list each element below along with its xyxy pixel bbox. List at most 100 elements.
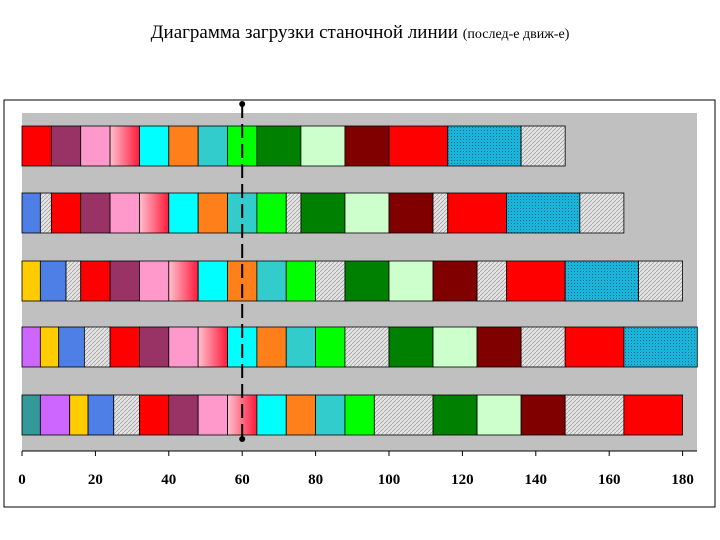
bar-segment-row5-5 [113,394,140,436]
x-tick-label: 60 [235,472,250,488]
bar-segment-row5-1 [21,394,41,436]
bar-segment-row1-12 [388,125,449,167]
bar-segment-row3-3 [65,260,82,302]
bar-segment-row5-14 [373,394,434,436]
bar-segment-row5-13 [344,394,375,436]
bar-segment-row5-8 [197,394,228,436]
x-tick-label: 40 [161,472,176,488]
bar-segment-row5-15 [432,394,478,436]
bar-segment-row3-14 [388,260,434,302]
bar-segment-row5-4 [87,394,115,436]
bar-segment-row4-7 [168,326,199,368]
chart-title: Диаграмма загрузки станочной линии (посл… [0,22,720,44]
bar-segment-row5-6 [139,394,170,436]
marker-bottom-handle[interactable] [239,436,246,442]
bar-segment-row3-1 [21,260,41,302]
bar-segment-row2-5 [109,192,140,234]
bar-segment-row4-11 [285,326,316,368]
x-axis-ticks: 0 20 40 60 80 100 120 140 160 180 [18,451,694,488]
bar-segment-row3-19 [638,260,683,302]
bar-segment-row4-19 [623,326,698,368]
bar-segment-row1-10 [300,125,346,167]
bar-segment-row4-3 [58,326,85,368]
bar-segment-row3-5 [109,260,140,302]
bar-segment-row2-6 [139,192,170,234]
bar-segment-row1-11 [344,125,390,167]
x-tick-label: 100 [378,472,401,488]
bar-segment-row1-1 [21,125,52,167]
bar-segment-row2-2 [39,192,52,234]
bar-segment-row4-8 [197,326,228,368]
bar-segment-row5-12 [315,394,346,436]
bar-segment-row3-18 [564,260,639,302]
bar-segment-row4-12 [315,326,346,368]
x-tick-label: 160 [598,472,621,488]
bar-segment-row2-7 [168,192,199,234]
bar-segment-row3-17 [506,260,566,302]
bar-segment-row1-5 [139,125,170,167]
bar-segment-row1-3 [80,125,111,167]
marker-top-handle[interactable] [239,101,246,107]
x-tick-label: 80 [308,472,323,488]
bar-segment-row2-12 [300,192,346,234]
bar-segment-row3-7 [168,260,199,302]
bar-segment-row2-18 [579,192,625,234]
bar-segment-row5-2 [39,394,71,436]
bar-segment-row4-5 [109,326,140,368]
x-tick-label: 180 [671,472,694,488]
marker-line-layer [239,101,246,442]
bar-segment-row4-2 [39,326,60,368]
bar-segment-row4-16 [476,326,522,368]
bars-layer [21,125,698,436]
bar-segment-row2-4 [80,192,111,234]
bar-segment-row3-12 [315,260,346,302]
bar-segment-row3-13 [344,260,390,302]
bar-segment-row1-4 [109,125,140,167]
x-tick-label: 120 [451,472,474,488]
bar-segment-row5-18 [564,394,625,436]
bar-segment-row4-4 [83,326,111,368]
bar-segment-row1-14 [520,125,566,167]
bar-segment-row2-16 [447,192,507,234]
bar-segment-row1-13 [447,125,522,167]
x-tick-label: 140 [525,472,548,488]
bar-segment-row4-1 [21,326,41,368]
bar-segment-row5-7 [168,394,199,436]
bar-segment-row2-11 [285,192,302,234]
bar-segment-row1-6 [168,125,199,167]
bar-segment-row2-17 [506,192,581,234]
bar-segment-row3-8 [197,260,228,302]
bar-segment-row1-7 [197,125,228,167]
bar-segment-row5-3 [69,394,89,436]
bar-segment-row5-10 [256,394,287,436]
bar-segment-row5-19 [623,394,684,436]
bar-segment-row2-8 [197,192,228,234]
x-tick-label: 0 [18,472,26,488]
bar-segment-row3-6 [139,260,170,302]
bar-segment-row4-15 [432,326,478,368]
bar-segment-row2-13 [344,192,390,234]
bar-segment-row4-14 [388,326,434,368]
bar-segment-row2-14 [388,192,434,234]
bar-segment-row3-11 [285,260,316,302]
bar-segment-row3-2 [39,260,67,302]
x-tick-label: 20 [88,472,103,488]
bar-segment-row2-1 [21,192,41,234]
bar-segment-row4-13 [344,326,390,368]
bar-segment-row2-3 [50,192,82,234]
bar-segment-row4-18 [564,326,625,368]
bar-segment-row3-4 [80,260,111,302]
bar-segment-row2-15 [432,192,449,234]
bar-segment-row4-17 [520,326,566,368]
chart-title-subtitle: (послед-е движ-е) [462,27,570,42]
bar-segment-row5-11 [285,394,316,436]
bar-segment-row1-9 [256,125,302,167]
bar-segment-row4-10 [256,326,287,368]
bar-segment-row2-10 [256,192,287,234]
bar-segment-row5-17 [520,394,566,436]
bar-segment-row5-16 [476,394,522,436]
bar-segment-row4-6 [139,326,170,368]
chart-title-main: Диаграмма загрузки станочной линии [150,22,458,43]
bar-segment-row3-15 [432,260,478,302]
